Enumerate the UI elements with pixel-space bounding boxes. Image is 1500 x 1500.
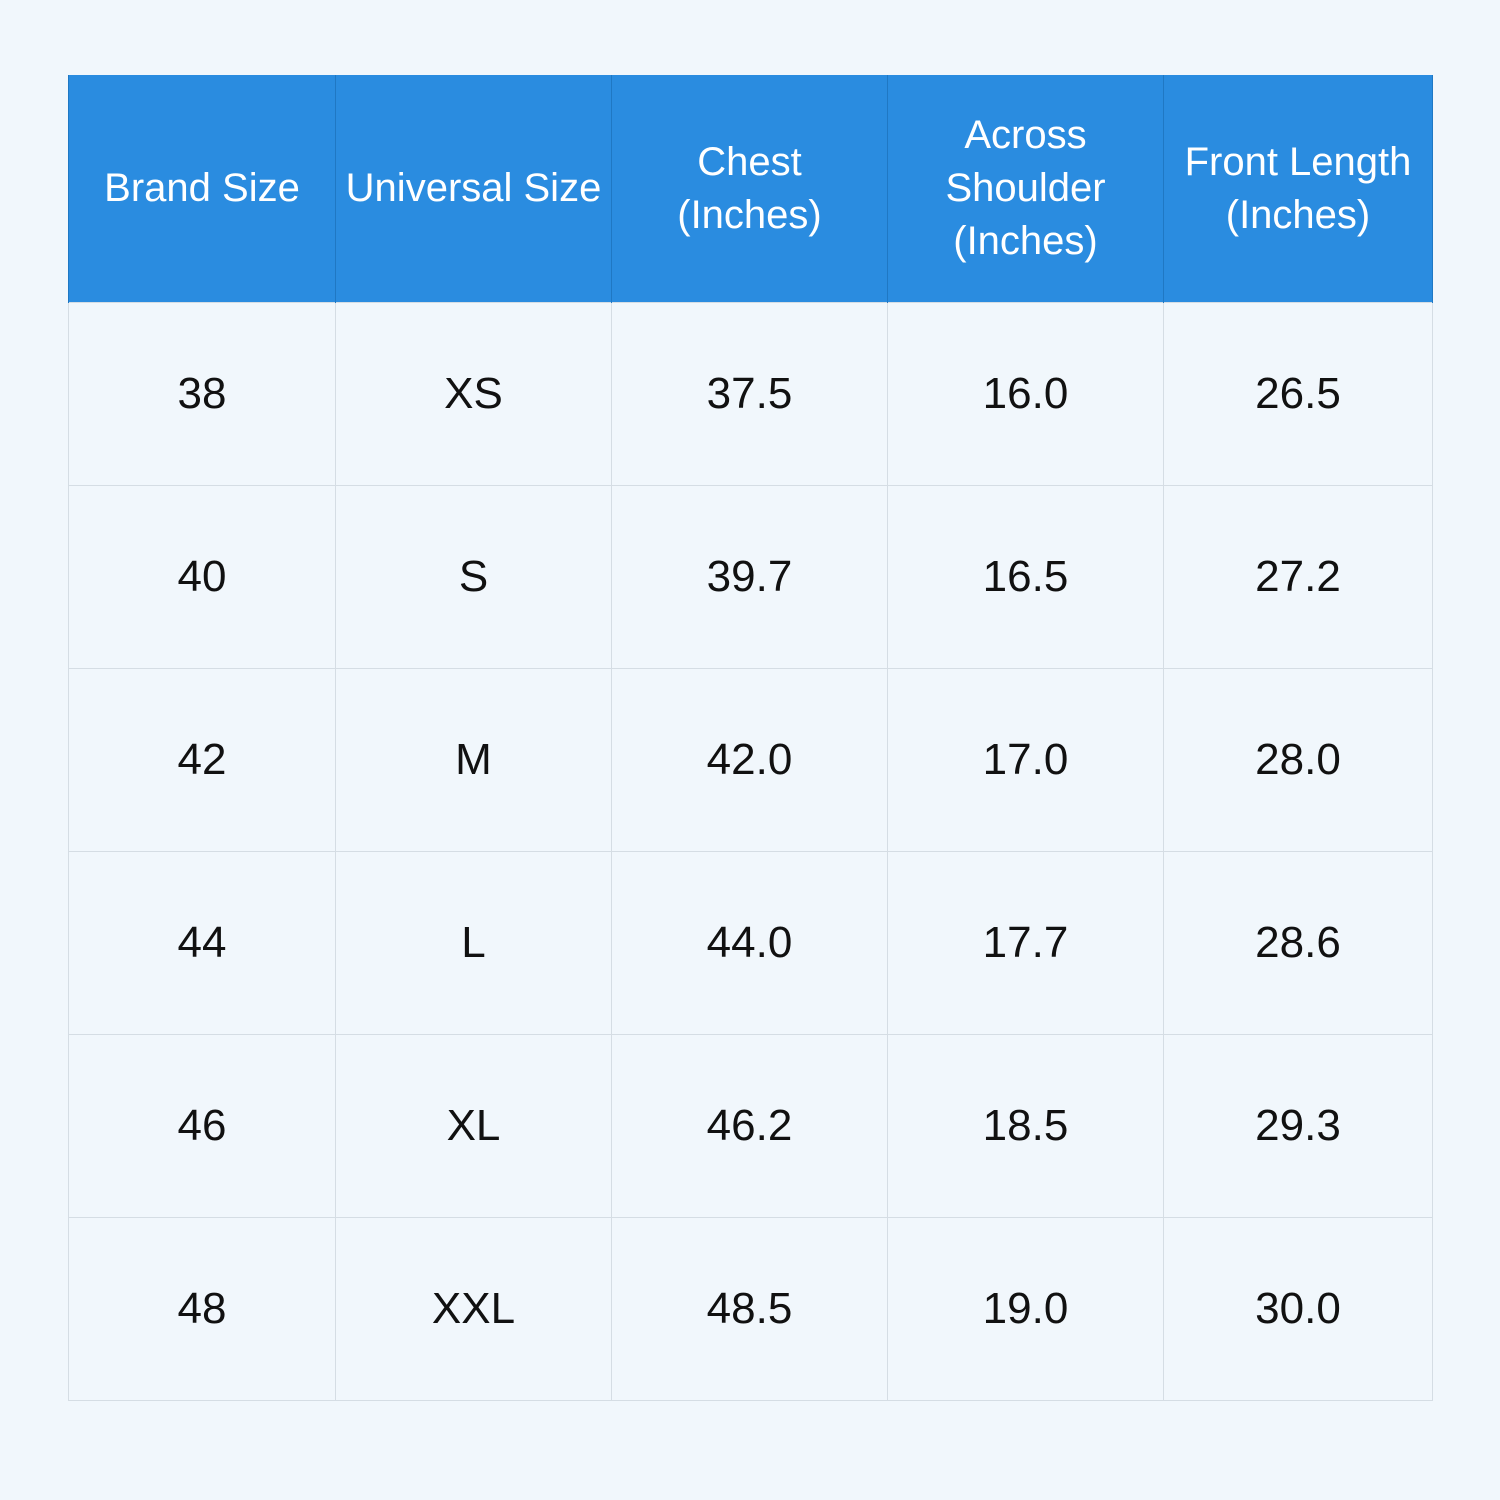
table-cell: 42 [68,668,336,852]
table-header: Brand Size Universal Size Chest (Inches) Acr… [68,75,1433,303]
size-chart: Brand Size Universal Size Chest (Inches) Acr… [68,75,1433,1401]
table-cell: L [335,851,612,1035]
table-cell: 29.3 [1163,1034,1433,1218]
table-body: 38 XS 37.5 16.0 26.5 40 S 39.7 16.5 27.2 42 M 42.0 17… [68,302,1433,1401]
header-text: Chest [697,139,802,184]
table-row: 46 XL 46.2 18.5 29.3 [68,1034,1433,1218]
header-row: Brand Size Universal Size Chest (Inches) Acr… [68,75,1433,303]
table-cell: 42.0 [611,668,888,852]
table-row: 38 XS 37.5 16.0 26.5 [68,302,1433,486]
header-text: (Inches) [953,219,1098,263]
table-cell: 48 [68,1217,336,1401]
table-cell: XL [335,1034,612,1218]
table-cell: 37.5 [611,302,888,486]
table-cell: 48.5 [611,1217,888,1401]
header-cell: Brand Size [68,75,336,303]
table-cell: S [335,485,612,669]
header-text: Shoulder [945,166,1106,210]
table-cell: 27.2 [1163,485,1433,669]
table-row: 42 M 42.0 17.0 28.0 [68,668,1433,852]
table-row: 40 S 39.7 16.5 27.2 [68,485,1433,669]
table-row: 44 L 44.0 17.7 28.6 [68,851,1433,1035]
header-text: (Inches) [677,192,822,237]
table-cell: M [335,668,612,852]
header-cell: Chest (Inches) [611,75,888,303]
table-cell: 46 [68,1034,336,1218]
table-cell: 17.0 [887,668,1164,852]
table-cell: 26.5 [1163,302,1433,486]
table-cell: 17.7 [887,851,1164,1035]
header-cell: Front Length (Inches) [1163,75,1433,303]
header-cell: Across Shoulder (Inches) [887,75,1164,303]
table-cell: 18.5 [887,1034,1164,1218]
table-cell: 30.0 [1163,1217,1433,1401]
table-cell: 28.0 [1163,668,1433,852]
table-row: 48 XXL 48.5 19.0 30.0 [68,1217,1433,1401]
table-cell: XXL [335,1217,612,1401]
table-cell: 39.7 [611,485,888,669]
header-cell: Universal Size [335,75,612,303]
header-text: (Inches) [1225,192,1371,237]
table-cell: 16.5 [887,485,1164,669]
table-cell: 44 [68,851,336,1035]
table-cell: 16.0 [887,302,1164,486]
header-text: Brand Size [104,166,300,210]
table-cell: 38 [68,302,336,486]
table-cell: 28.6 [1163,851,1433,1035]
header-text: Universal Size [345,166,602,210]
table-cell: 19.0 [887,1217,1164,1401]
header-text: Front Length [1184,139,1412,184]
header-text: Across [964,113,1087,157]
table-cell: 40 [68,485,336,669]
table-cell: 44.0 [611,851,888,1035]
table-cell: 46.2 [611,1034,888,1218]
table-cell: XS [335,302,612,486]
